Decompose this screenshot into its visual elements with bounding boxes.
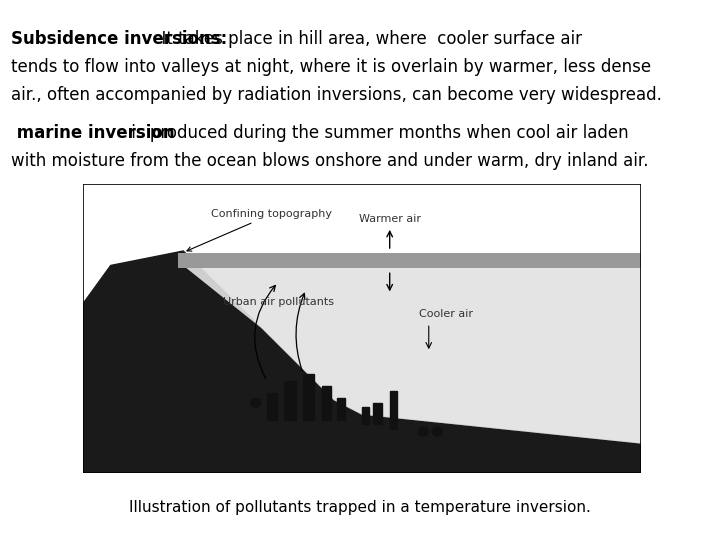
Circle shape <box>251 399 261 407</box>
Text: Cooler air: Cooler air <box>418 308 472 319</box>
Polygon shape <box>83 251 641 472</box>
Polygon shape <box>178 253 641 268</box>
Bar <box>284 381 296 420</box>
Text: Illustration of pollutants trapped in a temperature inversion.: Illustration of pollutants trapped in a … <box>129 500 591 515</box>
Text: is produced during the summer months when cool air laden: is produced during the summer months whe… <box>126 124 629 142</box>
Bar <box>390 390 397 429</box>
Circle shape <box>432 427 442 436</box>
Text: Confining topography: Confining topography <box>187 210 332 251</box>
Text: Urban air pollutants: Urban air pollutants <box>222 296 333 307</box>
Polygon shape <box>183 266 641 444</box>
Bar <box>303 374 315 420</box>
Bar <box>337 398 344 420</box>
Bar <box>373 403 382 424</box>
Bar <box>322 386 331 420</box>
Text: with moisture from the ocean blows onshore and under warm, dry inland air.: with moisture from the ocean blows onsho… <box>11 152 648 170</box>
Bar <box>362 408 369 424</box>
Text: Warmer air: Warmer air <box>359 213 420 224</box>
Text: air., often accompanied by radiation inversions, can become very widespread.: air., often accompanied by radiation inv… <box>11 86 662 104</box>
Text: marine inversion: marine inversion <box>11 124 174 142</box>
Circle shape <box>418 427 428 436</box>
Polygon shape <box>183 266 641 444</box>
Text: tends to flow into valleys at night, where it is overlain by warmer, less dense: tends to flow into valleys at night, whe… <box>11 58 651 76</box>
Text: Subsidence inversions:: Subsidence inversions: <box>11 30 227 48</box>
Text: It takes place in hill area, where  cooler surface air: It takes place in hill area, where coole… <box>151 30 582 48</box>
Bar <box>267 393 277 420</box>
